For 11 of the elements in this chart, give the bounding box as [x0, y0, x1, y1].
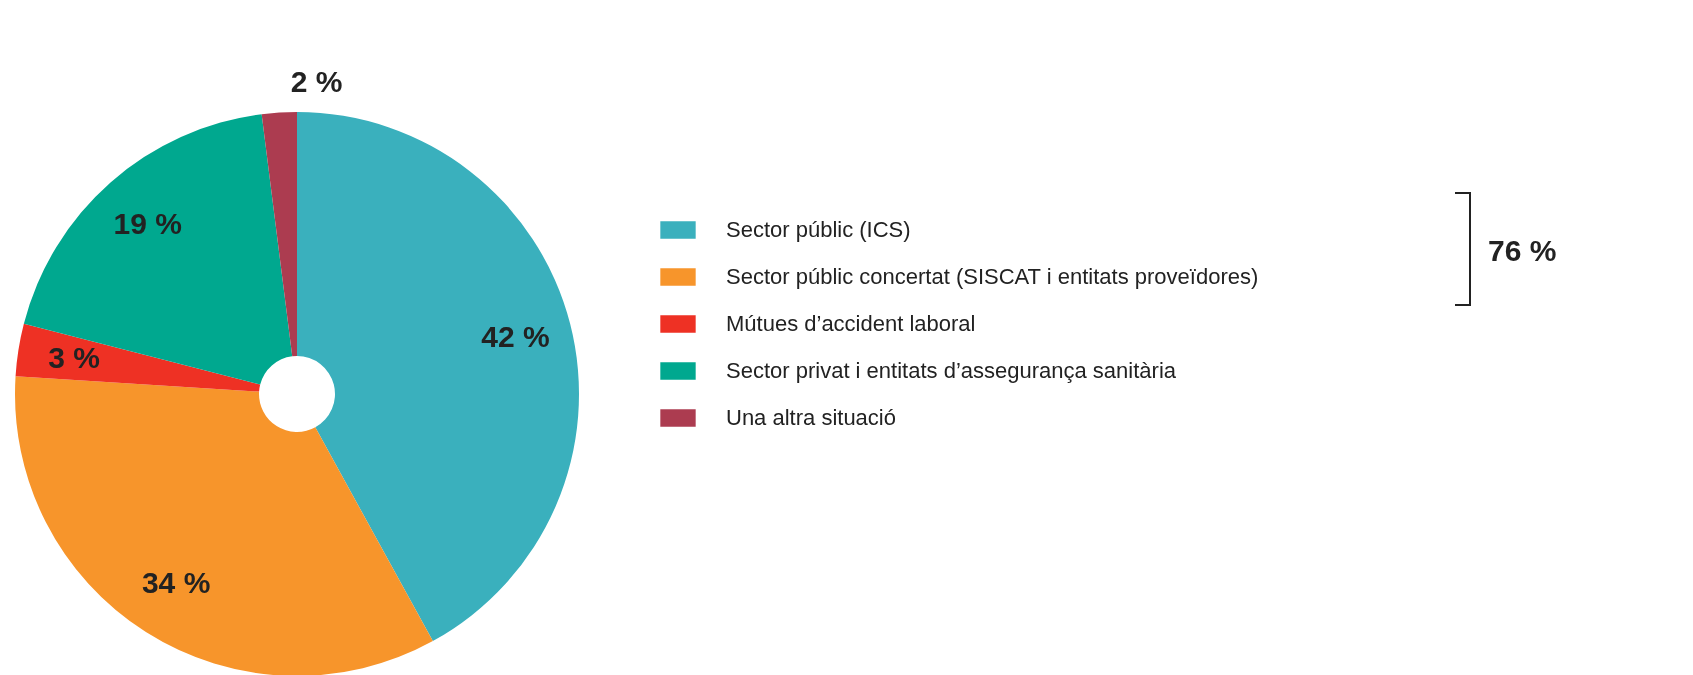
- data-label: 19 %: [113, 206, 182, 240]
- data-label: 3 %: [48, 340, 101, 374]
- data-label: 42 %: [481, 319, 550, 353]
- legend-label: Una altra situació: [726, 405, 896, 430]
- data-label: 34 %: [141, 566, 211, 600]
- legend-label: Mútues d’accident laboral: [726, 311, 976, 336]
- data-label: 2 %: [290, 64, 343, 98]
- legend-label: Sector privat i entitats d’assegurança sanitària: [726, 358, 1177, 383]
- legend-label: Sector públic concertat (SISCAT i entitats proveïdores): [726, 264, 1259, 289]
- legend-label: Sector públic (ICS): [726, 217, 911, 242]
- text: 76 %: [1488, 234, 1557, 268]
